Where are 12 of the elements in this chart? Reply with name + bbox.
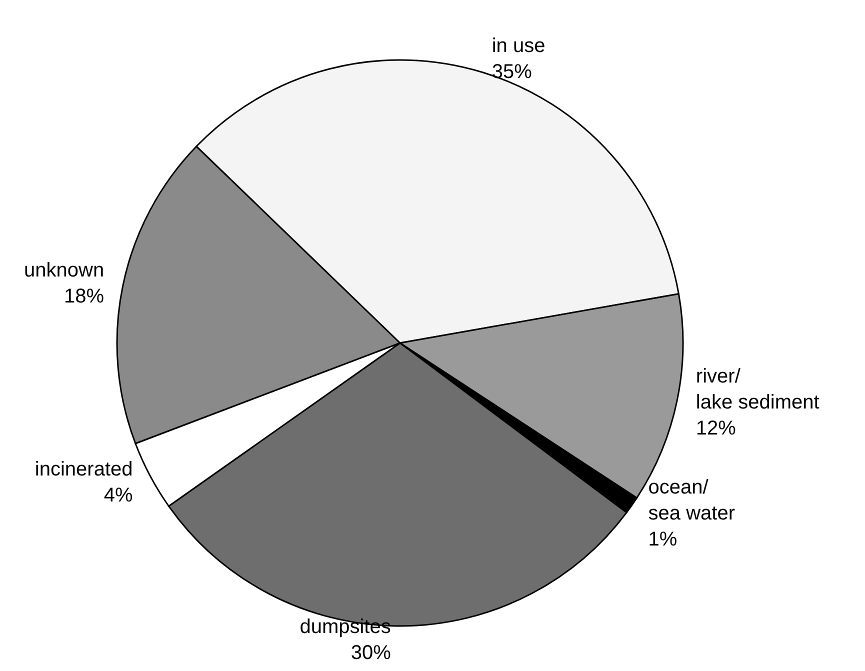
- data-label: 4%: [104, 484, 133, 506]
- data-label: 12%: [696, 418, 736, 440]
- data-label: 30%: [350, 642, 392, 664]
- slice-label: incinerated: [34, 458, 133, 480]
- data-label: 1%: [648, 528, 678, 550]
- slice-label: river/ lake sediment: [696, 366, 820, 414]
- data-label: 18%: [64, 285, 104, 308]
- slice-label: ocean/ sea water: [648, 476, 736, 524]
- slice-label: in use: [492, 34, 546, 57]
- slice-label: dumpsites: [300, 616, 391, 638]
- data-label: 35%: [492, 60, 532, 83]
- slice-label: unknown: [24, 259, 104, 282]
